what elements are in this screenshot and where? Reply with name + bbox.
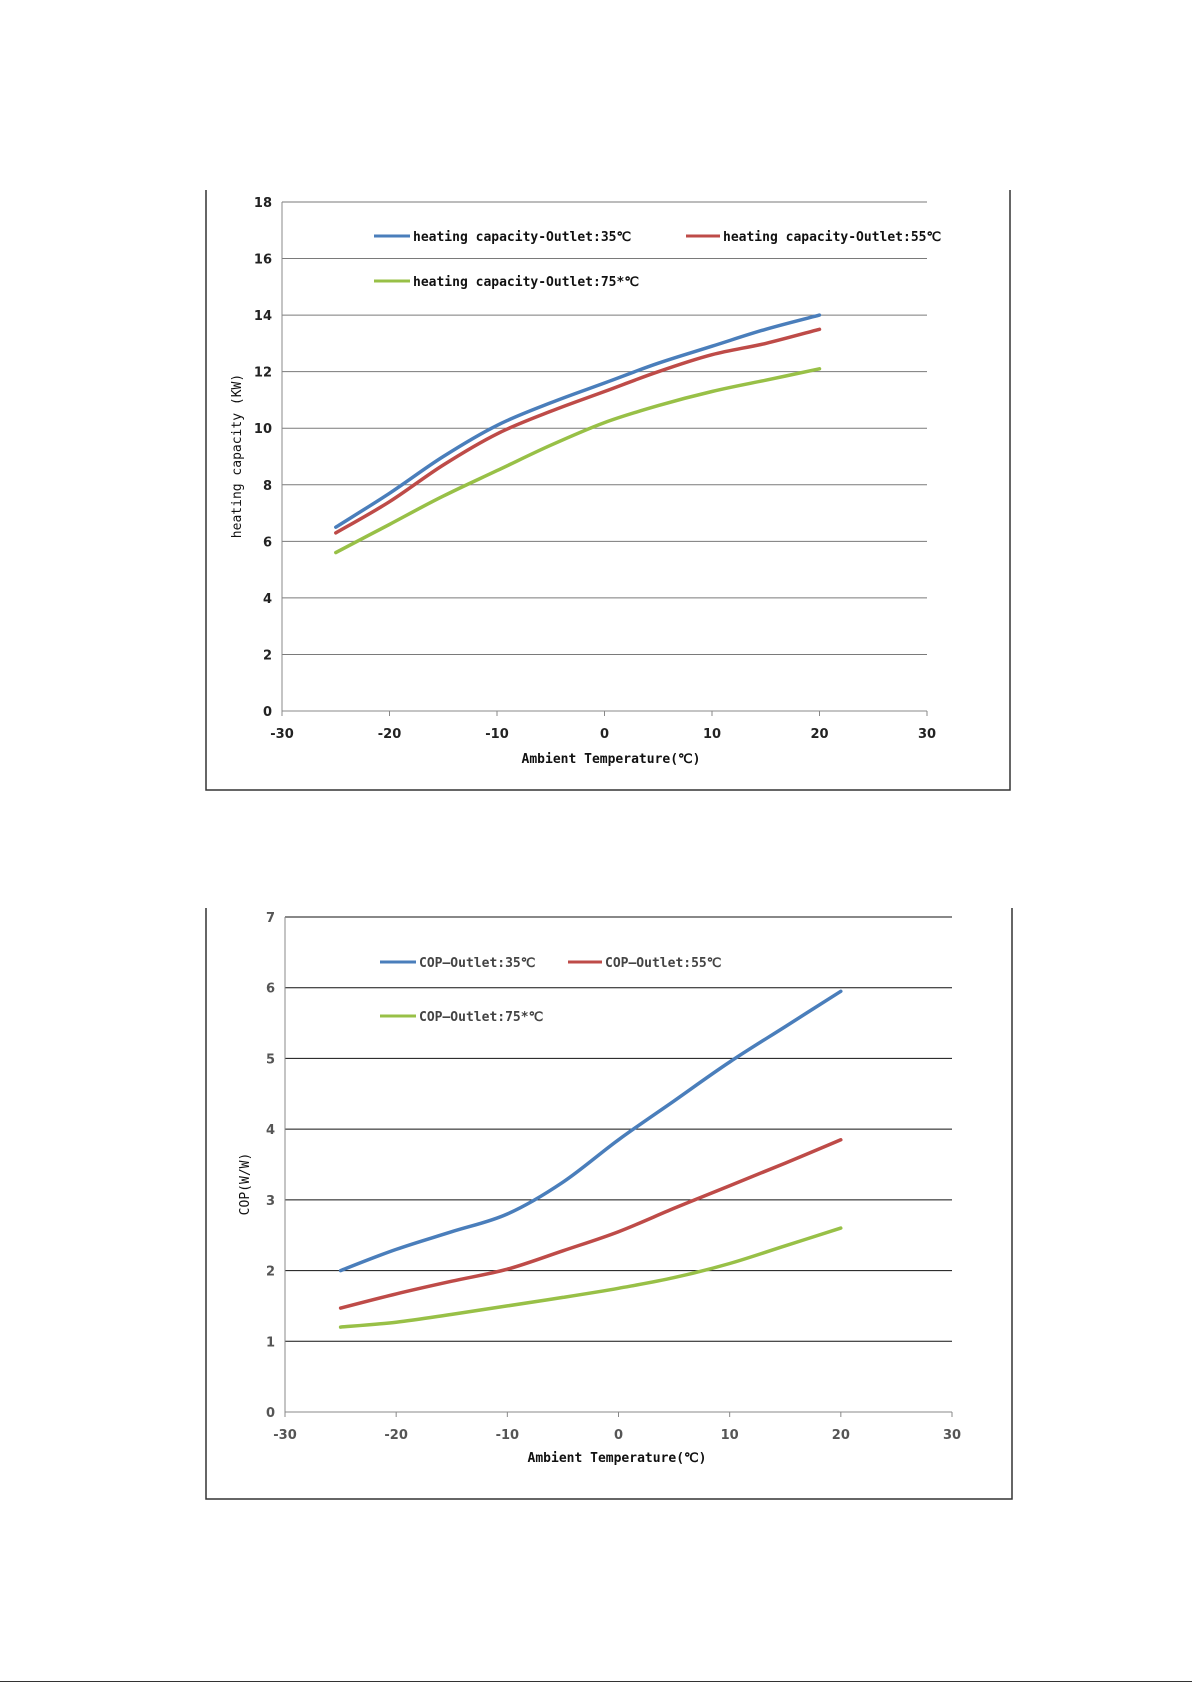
series-line-2 — [334, 367, 822, 555]
y-tick-label: 0 — [263, 705, 272, 720]
y-tick-label: 6 — [263, 535, 272, 550]
y-tick-label: 4 — [263, 592, 272, 607]
series-line-2 — [338, 1226, 843, 1329]
x-tick-label: 20 — [810, 727, 828, 742]
y-tick-label: 6 — [266, 982, 275, 997]
y-tick-label: 10 — [254, 422, 272, 437]
legend-label-55: COP—Outlet:55℃ — [605, 956, 721, 971]
y-tick-label: 14 — [254, 309, 272, 324]
y-tick-label: 7 — [266, 911, 275, 926]
x-tick-label: -10 — [485, 727, 509, 742]
legend-label-35: COP—Outlet:35℃ — [419, 956, 535, 971]
series-line-1 — [338, 1138, 843, 1310]
series-line-0 — [338, 989, 843, 1273]
x-tick-label: -30 — [270, 727, 294, 742]
y-tick-label: 2 — [266, 1265, 275, 1280]
x-tick-label: 30 — [918, 727, 936, 742]
y-tick-label: 12 — [254, 366, 272, 381]
chart-frame — [205, 908, 1013, 1500]
y-axis-label: heating capacity (KW) — [230, 374, 245, 538]
y-tick-label: 3 — [266, 1194, 275, 1209]
chart-frame — [205, 190, 1011, 791]
y-axis-label: COP(W/W) — [238, 1153, 253, 1216]
y-tick-label: 0 — [266, 1406, 275, 1421]
x-tick-label: 0 — [600, 727, 609, 742]
cop-chart: 0 1 2 3 4 5 6 7 -30 -20 -10 0 10 20 30 COP—Outlet:35℃… — [205, 908, 1013, 1500]
y-tick-label: 8 — [263, 479, 272, 494]
x-tick-label: 0 — [614, 1428, 623, 1443]
heating-capacity-chart: 0 2 4 6 8 10 12 14 16 18 -30 -20 -10 0 10 20 30 heating… — [205, 190, 1011, 791]
y-tick-label: 18 — [254, 196, 272, 211]
x-tick-label: 10 — [703, 727, 721, 742]
y-tick-label: 2 — [263, 648, 272, 663]
legend-label-55: heating capacity-Outlet:55℃ — [723, 230, 941, 245]
x-tick-label: -30 — [273, 1428, 297, 1443]
legend-label-35: heating capacity-Outlet:35℃ — [413, 230, 631, 245]
x-tick-label: -10 — [496, 1428, 520, 1443]
series-line-1 — [334, 327, 822, 535]
y-tick-label: 16 — [254, 253, 272, 268]
x-tick-label: 10 — [721, 1428, 739, 1443]
legend-label-75: heating capacity-Outlet:75*℃ — [413, 275, 639, 290]
x-tick-label: 20 — [832, 1428, 850, 1443]
x-axis-label: Ambient Temperature(℃) — [528, 1451, 707, 1466]
series-line-0 — [334, 313, 822, 529]
page-bottom-rule — [0, 1681, 1192, 1682]
x-tick-label: 30 — [943, 1428, 961, 1443]
legend-label-75: COP—Outlet:75*℃ — [419, 1010, 543, 1025]
y-tick-label: 5 — [266, 1052, 275, 1067]
x-tick-label: -20 — [378, 727, 402, 742]
x-tick-label: -20 — [384, 1428, 408, 1443]
y-tick-label: 1 — [266, 1335, 275, 1350]
x-axis-label: Ambient Temperature(℃) — [522, 752, 701, 767]
y-tick-label: 4 — [266, 1123, 275, 1138]
